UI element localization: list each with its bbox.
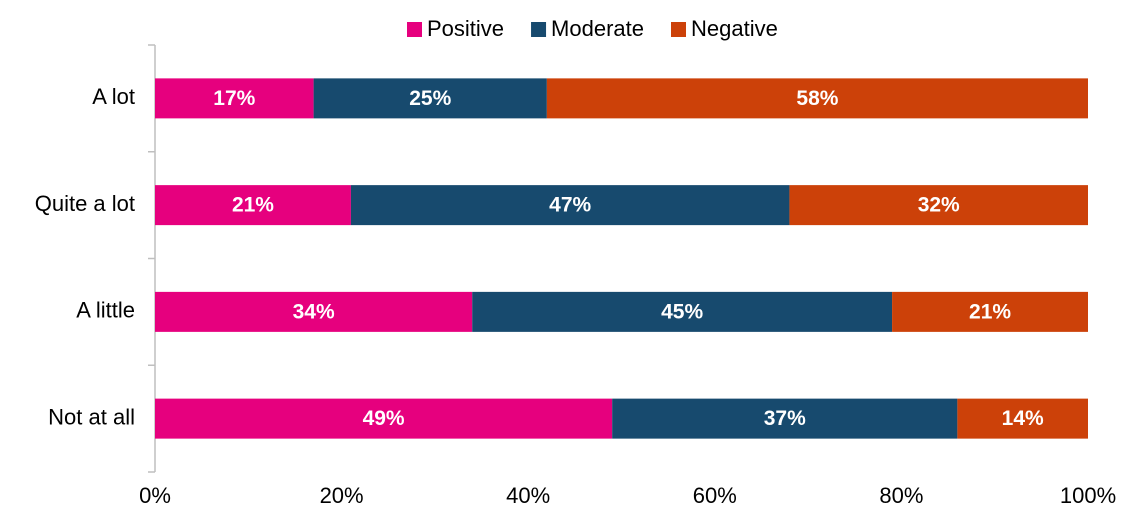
data-label: 47%	[549, 194, 591, 217]
bar-segment	[472, 291, 893, 332]
data-label: 17%	[213, 87, 255, 110]
x-tick-label: 60%	[693, 483, 737, 508]
x-tick-label: 80%	[879, 483, 923, 508]
legend-swatch	[531, 22, 547, 37]
x-tick-label: 20%	[320, 483, 364, 508]
data-label: 49%	[363, 407, 405, 430]
data-label: 14%	[1002, 407, 1044, 430]
bar-segment	[612, 398, 958, 439]
data-label: 34%	[293, 300, 335, 323]
x-tick-label: 100%	[1060, 483, 1116, 508]
bar-segment	[313, 78, 547, 119]
data-label: 21%	[969, 300, 1011, 323]
bar-segment	[155, 291, 473, 332]
data-label: 25%	[409, 87, 451, 110]
bar-segment	[546, 78, 1088, 119]
bar-segment	[350, 185, 790, 226]
data-label: 58%	[796, 87, 838, 110]
y-tick-label: Quite a lot	[35, 191, 135, 216]
bar-segment	[957, 398, 1088, 439]
legend-label: Moderate	[551, 16, 644, 41]
legend-label: Negative	[691, 16, 778, 41]
legend-swatch	[407, 22, 422, 37]
x-tick-label: 0%	[139, 483, 171, 508]
bar-segment	[892, 291, 1088, 332]
data-label: 21%	[232, 194, 274, 217]
y-tick-label: A little	[76, 298, 135, 323]
x-tick-label: 40%	[506, 483, 550, 508]
bar-segment	[155, 398, 613, 439]
bar-segment	[789, 185, 1088, 226]
data-label: 45%	[661, 300, 703, 323]
y-tick-label: Not at all	[48, 404, 135, 429]
legend-label: Positive	[427, 16, 504, 41]
data-label: 32%	[918, 194, 960, 217]
y-tick-label: A lot	[92, 84, 135, 109]
legend-swatch	[671, 22, 686, 37]
data-label: 37%	[764, 407, 806, 430]
bar-segment	[155, 78, 314, 119]
bar-segment	[155, 185, 351, 226]
